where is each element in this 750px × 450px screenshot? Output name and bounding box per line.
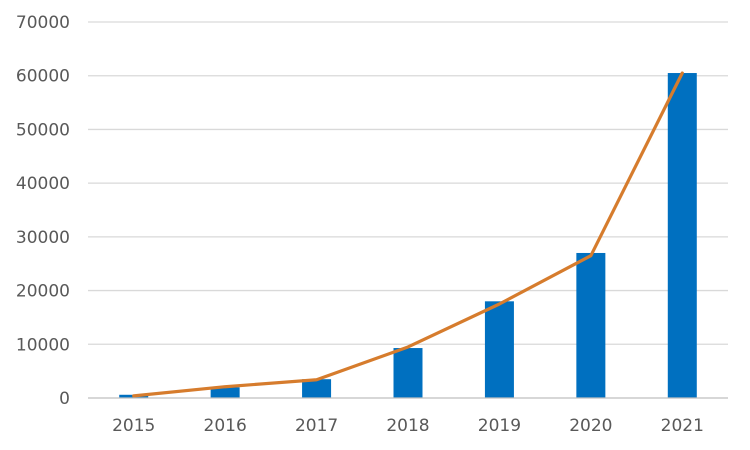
bar-series <box>119 73 697 399</box>
x-tick-label: 2021 <box>661 416 704 436</box>
bar <box>667 73 697 399</box>
bar <box>210 387 240 398</box>
y-tick-label: 10000 <box>16 335 70 355</box>
y-tick-label: 30000 <box>16 228 70 248</box>
y-tick-label: 20000 <box>16 282 70 302</box>
bar <box>484 301 514 398</box>
y-tick-label: 70000 <box>16 13 70 33</box>
gridlines <box>88 21 728 345</box>
y-axis-tick-labels: 0 10000 20000 30000 40000 50000 60000 70000 <box>16 13 70 409</box>
bar <box>393 348 423 398</box>
x-tick-label: 2020 <box>569 416 612 436</box>
x-tick-label: 2019 <box>478 416 521 436</box>
x-tick-label: 2018 <box>386 416 429 436</box>
y-tick-label: 40000 <box>16 174 70 194</box>
x-tick-label: 2016 <box>204 416 247 436</box>
x-axis-tick-labels: 2015 2016 2017 2018 2019 2020 2021 <box>112 416 704 436</box>
y-tick-label: 50000 <box>16 120 70 140</box>
x-tick-label: 2015 <box>112 416 155 436</box>
line-series <box>132 71 684 398</box>
bar <box>576 252 606 398</box>
y-tick-label: 60000 <box>16 67 70 87</box>
y-tick-label: 0 <box>59 389 70 409</box>
x-tick-label: 2017 <box>295 416 338 436</box>
bar <box>302 379 332 398</box>
